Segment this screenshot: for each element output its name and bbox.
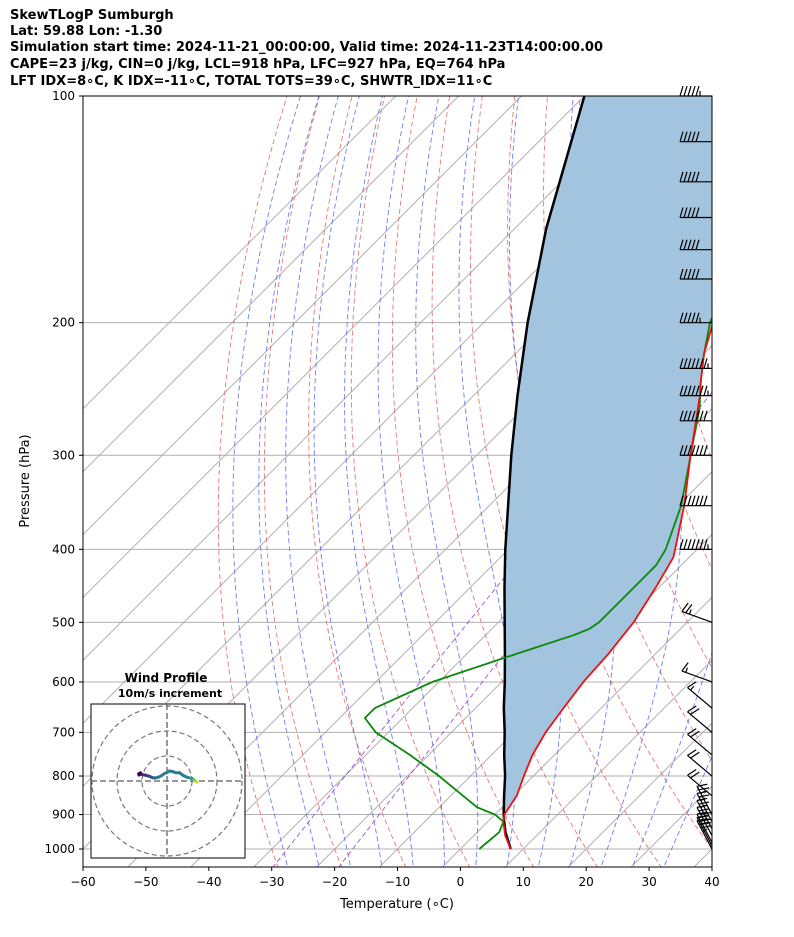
wind-barb	[679, 85, 712, 97]
wind-barb	[681, 662, 713, 683]
x-tick-label: −40	[196, 875, 221, 889]
x-tick-label: 0	[457, 875, 465, 889]
wind-barb	[696, 790, 713, 823]
wind-barb	[679, 312, 712, 324]
x-tick-label: 30	[641, 875, 656, 889]
x-tick-label: −30	[259, 875, 284, 889]
dry-adiabat-line	[775, 96, 794, 868]
wind-barb	[679, 495, 712, 507]
cape-area	[503, 96, 712, 849]
moist-adiabat-line	[344, 96, 414, 866]
isotherm-line	[83, 96, 397, 410]
cape-stats-label: CAPE=23 j/kg, CIN=0 j/kg, LCL=918 hPa, L…	[10, 57, 506, 72]
moist-adiabat-line	[313, 96, 382, 866]
wind-barb	[679, 239, 712, 251]
moist-adiabat-line	[664, 754, 712, 866]
isotherm-line	[441, 596, 712, 867]
y-tick-label: 900	[52, 808, 75, 822]
y-tick-label: 500	[52, 615, 75, 629]
wind-barb	[681, 602, 713, 623]
dry-adiabat-line	[308, 96, 407, 867]
wind-barb	[679, 171, 712, 183]
isotherm-line	[83, 96, 523, 536]
wind-barb	[679, 385, 712, 397]
dry-adiabat-line	[743, 96, 794, 868]
moist-adiabat-line	[632, 651, 712, 866]
y-axis-label: Pressure (hPa)	[18, 434, 33, 527]
y-tick-label: 800	[52, 769, 75, 783]
wind-barb	[687, 728, 713, 756]
x-tick-label: 40	[704, 875, 719, 889]
moist-adiabat-line	[258, 96, 320, 866]
isotherm-line	[756, 79, 794, 868]
index-stats-label: LFT IDX=8∘C, K IDX=-11∘C, TOTAL TOTS=39∘…	[10, 74, 493, 89]
y-tick-label: 1000	[44, 842, 75, 856]
dry-adiabat-line	[217, 96, 288, 867]
y-tick-label: 400	[52, 542, 75, 556]
moist-adiabat-line	[232, 96, 301, 866]
wind-barb	[679, 131, 712, 143]
dry-adiabat-line	[431, 96, 598, 867]
isotherm-line	[83, 96, 586, 599]
dry-adiabat-line	[709, 96, 712, 126]
x-tick-label: −10	[385, 875, 410, 889]
x-axis-label: Temperature (∘C)	[339, 897, 454, 912]
y-tick-label: 100	[52, 89, 75, 103]
wind-barb	[679, 410, 712, 422]
dewpoint-profile-line	[363, 316, 712, 850]
hodograph-segment	[137, 771, 142, 776]
moist-adiabat-line	[601, 96, 683, 866]
y-tick-label: 200	[52, 316, 75, 330]
dry-adiabat-line	[263, 96, 343, 867]
isotherm-line	[83, 96, 460, 473]
dry-adiabat-line	[391, 96, 535, 867]
wind-barb	[679, 207, 712, 219]
time-label: Simulation start time: 2024-11-21_00:00:…	[10, 40, 603, 55]
mixing-ratio-line	[272, 321, 712, 867]
x-tick-label: −60	[70, 875, 95, 889]
temperature-profile-line	[502, 323, 712, 850]
x-tick-label: 20	[579, 875, 594, 889]
wind-barb	[696, 811, 713, 843]
isotherm-line	[567, 722, 712, 867]
hodograph-title: Wind Profile	[125, 671, 208, 685]
isotherm-line	[315, 470, 712, 867]
y-tick-label: 600	[52, 675, 75, 689]
wind-barb	[679, 539, 712, 550]
moist-adiabat-line	[377, 96, 445, 865]
x-tick-label: −50	[133, 875, 158, 889]
wind-barb	[687, 749, 713, 777]
y-tick-label: 700	[52, 725, 75, 739]
dry-adiabat-line	[350, 96, 471, 867]
x-tick-label: 10	[516, 875, 531, 889]
wind-barb	[679, 445, 712, 456]
wind-barb	[687, 769, 713, 797]
location-label: Lat: 59.88 Lon: -1.30	[10, 24, 163, 39]
wind-barb	[687, 705, 713, 733]
wind-barb	[679, 268, 712, 280]
moist-adiabat-line	[285, 96, 351, 866]
wind-barb	[687, 681, 713, 709]
wind-barb	[679, 358, 712, 369]
x-tick-label: −20	[322, 875, 347, 889]
hodograph-subtitle: 10m/s increment	[118, 687, 222, 700]
isotherm-line	[83, 96, 648, 661]
parcel-profile-line	[502, 96, 586, 850]
chart-title: SkewTLogP Sumburgh	[10, 8, 174, 23]
y-tick-label: 300	[52, 448, 75, 462]
isotherm-line	[504, 659, 712, 867]
